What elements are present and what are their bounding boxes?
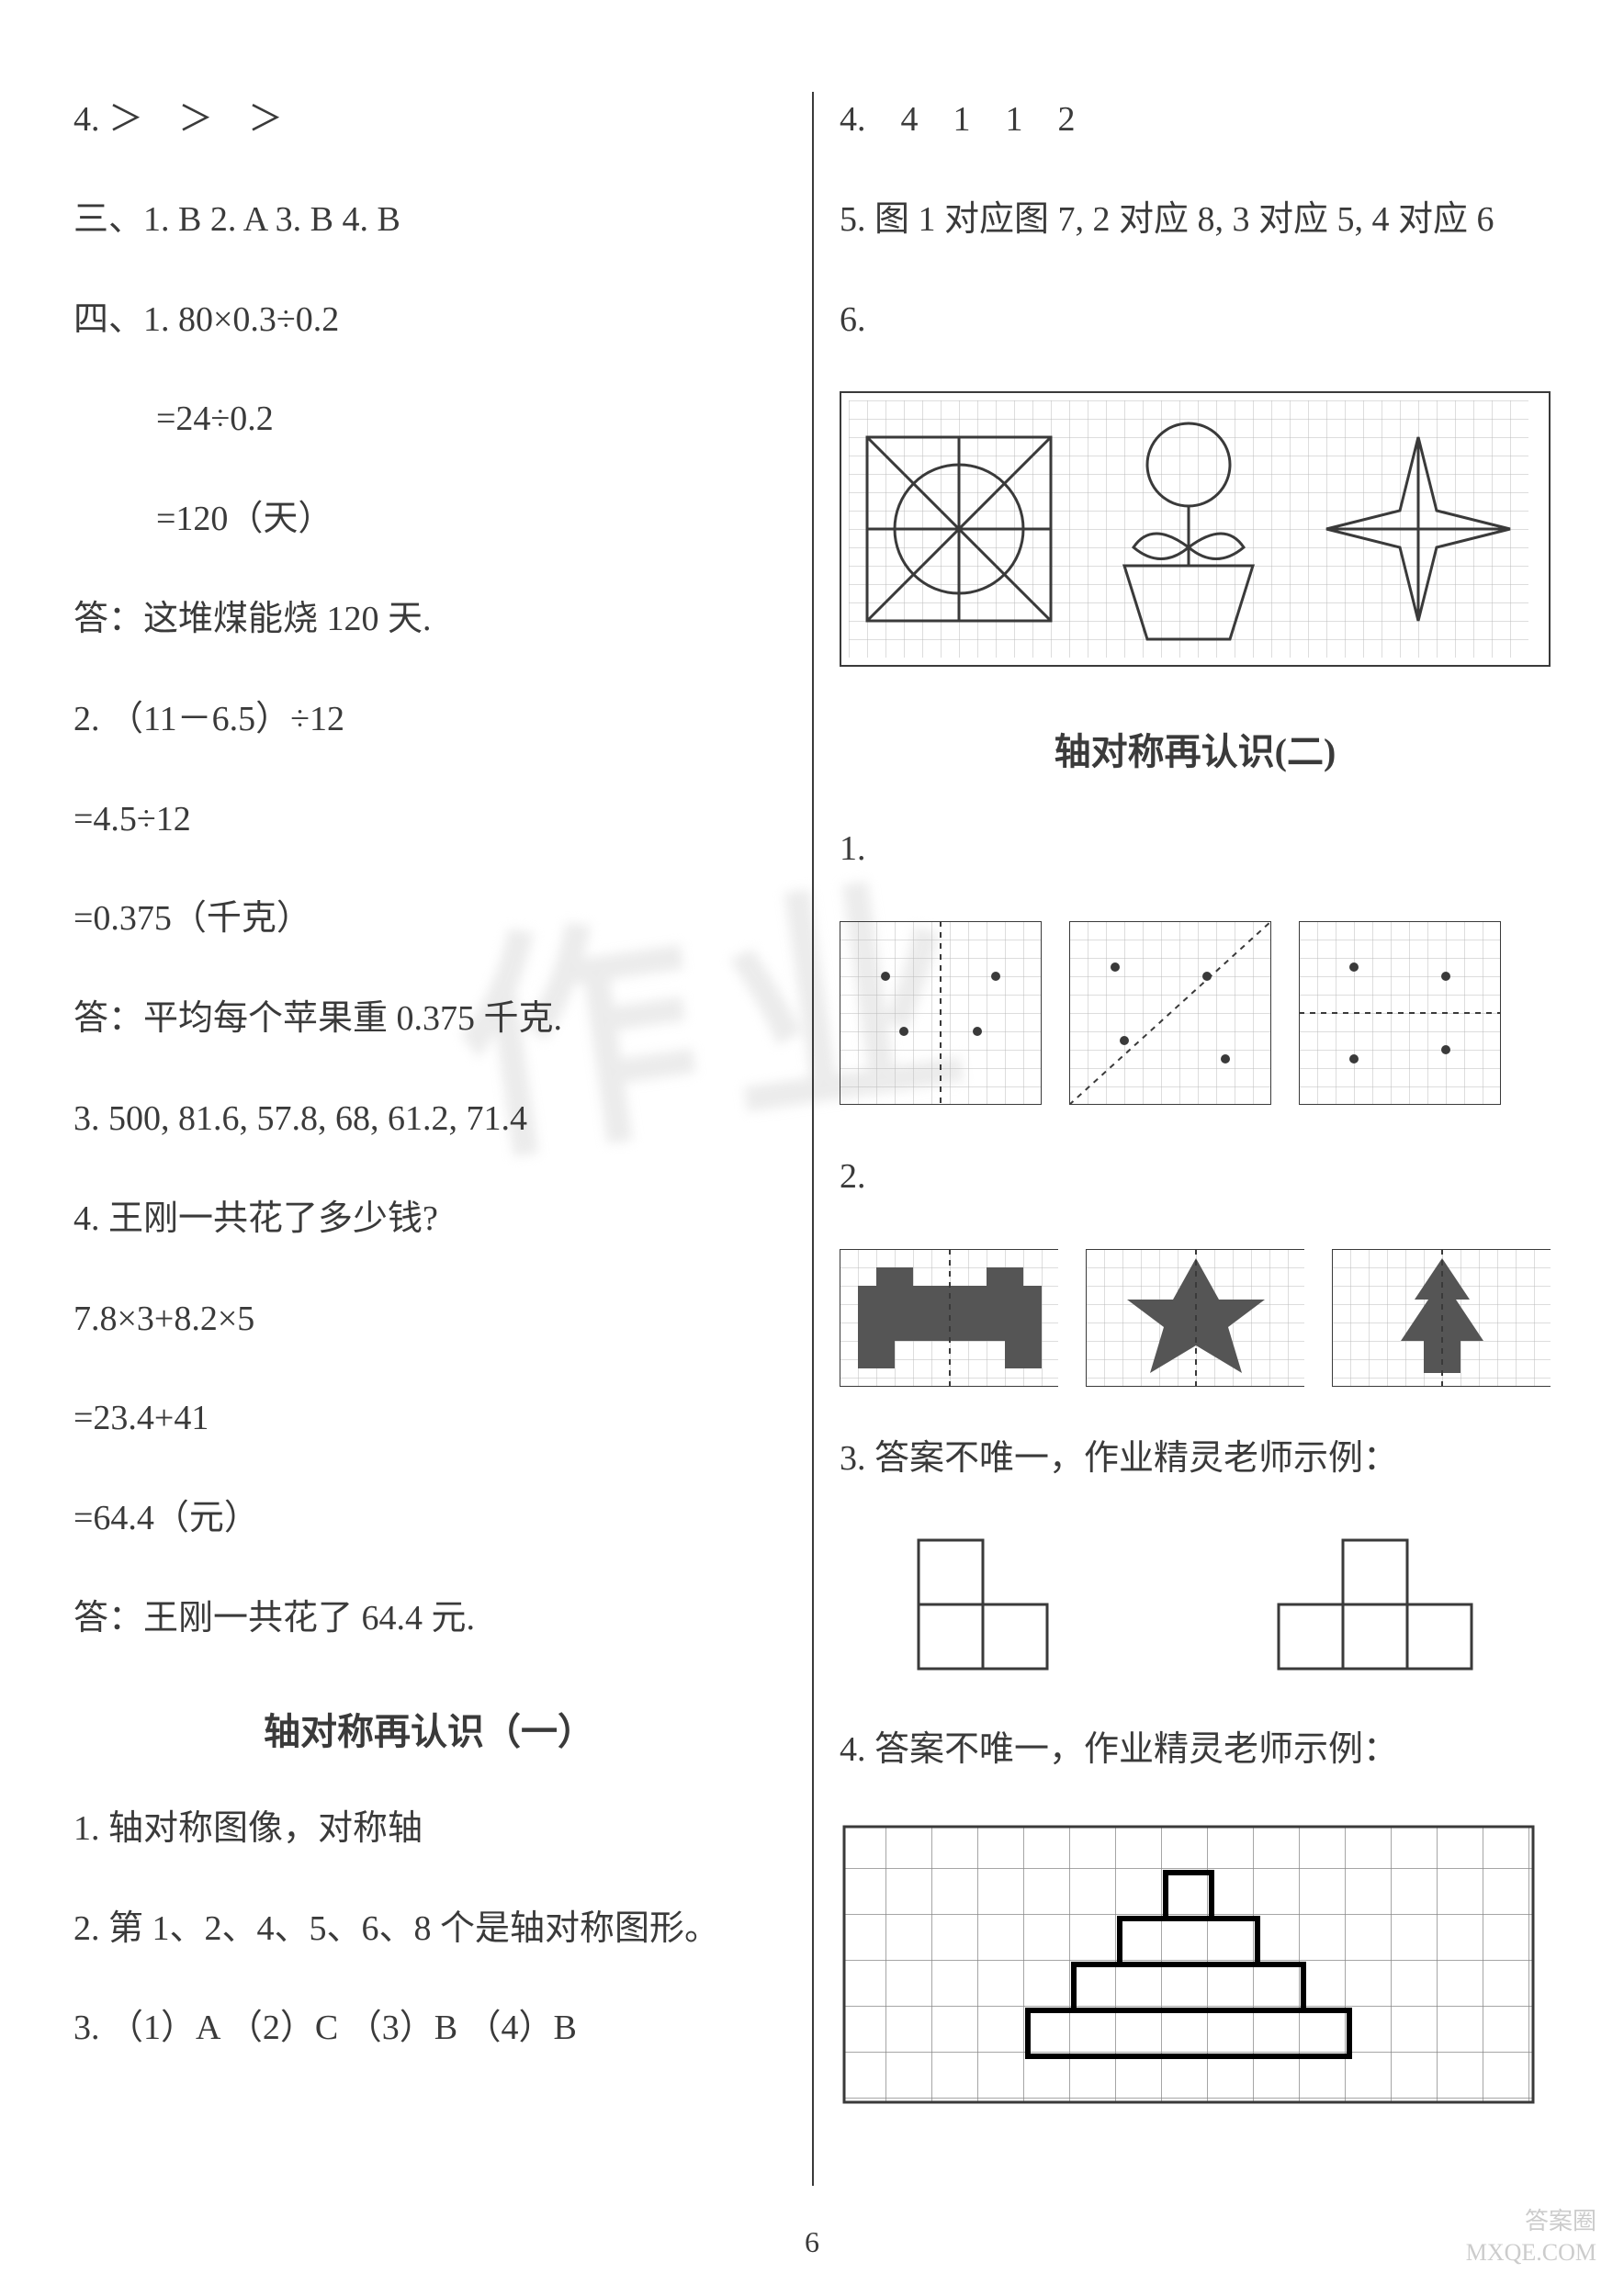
right-column: 4. 4 1 1 2 5. 图 1 对应图 7, 2 对应 8, 3 对应 5,… <box>812 92 1551 2241</box>
figure-6-symmetry-shapes <box>840 391 1551 667</box>
text: 答：王刚一共花了 64.4 元. <box>73 1591 784 1647</box>
watermark-url: MXQE.COM <box>1466 2237 1596 2268</box>
text: 7.8×3+8.2×5 <box>73 1291 784 1347</box>
text: =120（天） <box>73 491 784 547</box>
figure-q1-grids <box>840 921 1551 1105</box>
text: 4. 答案不唯一，作业精灵老师示例： <box>840 1722 1551 1778</box>
text: 6. <box>840 292 1551 348</box>
text: =24÷0.2 <box>73 391 784 447</box>
section-title: 轴对称再认识(二) <box>840 722 1551 775</box>
text: 1. 轴对称图像，对称轴 <box>73 1801 784 1857</box>
text: 四、1. 80×0.3÷0.2 <box>73 292 784 348</box>
text: 3. 答案不唯一，作业精灵老师示例： <box>840 1431 1551 1487</box>
text: 3. 500, 81.6, 57.8, 68, 61.2, 71.4 <box>73 1091 784 1147</box>
section-title: 轴对称再认识（一） <box>73 1702 784 1755</box>
text: =64.4（元） <box>73 1491 784 1547</box>
figure-q2-grids <box>840 1249 1551 1387</box>
text: 4. ＞ ＞ ＞ <box>73 92 784 148</box>
text: =4.5÷12 <box>73 792 784 848</box>
page: 4. ＞ ＞ ＞ 三、1. B 2. A 3. B 4. B 四、1. 80×0… <box>0 0 1624 2296</box>
watermark-text: 答案圈 <box>1466 2206 1596 2237</box>
text: 2. 第 1、2、4、5、6、8 个是轴对称图形。 <box>73 1901 784 1957</box>
text: 1. <box>840 821 1551 877</box>
column-divider <box>812 92 814 2186</box>
text: 3. （1）A （2）C （3）B （4）B <box>73 2000 784 2056</box>
text: 5. 图 1 对应图 7, 2 对应 8, 3 对应 5, 4 对应 6 <box>840 192 1551 248</box>
text: =23.4+41 <box>73 1390 784 1446</box>
page-number: 6 <box>805 2225 819 2259</box>
left-column: 4. ＞ ＞ ＞ 三、1. B 2. A 3. B 4. B 四、1. 80×0… <box>73 92 812 2241</box>
watermark-corner: 答案圈 MXQE.COM <box>1466 2206 1596 2268</box>
figure-q3-boxes <box>840 1531 1551 1678</box>
text: 答：平均每个苹果重 0.375 千克. <box>73 991 784 1047</box>
text: 2. （11－6.5）÷12 <box>73 692 784 748</box>
text: 4. 王刚一共花了多少钱? <box>73 1191 784 1247</box>
text: =0.375（千克） <box>73 891 784 947</box>
text: 4. 4 1 1 2 <box>840 92 1551 148</box>
figure-q4-grid <box>840 1822 1551 2107</box>
text: 答：这堆煤能烧 120 天. <box>73 591 784 647</box>
text: 2. <box>840 1149 1551 1205</box>
text: 三、1. B 2. A 3. B 4. B <box>73 192 784 248</box>
